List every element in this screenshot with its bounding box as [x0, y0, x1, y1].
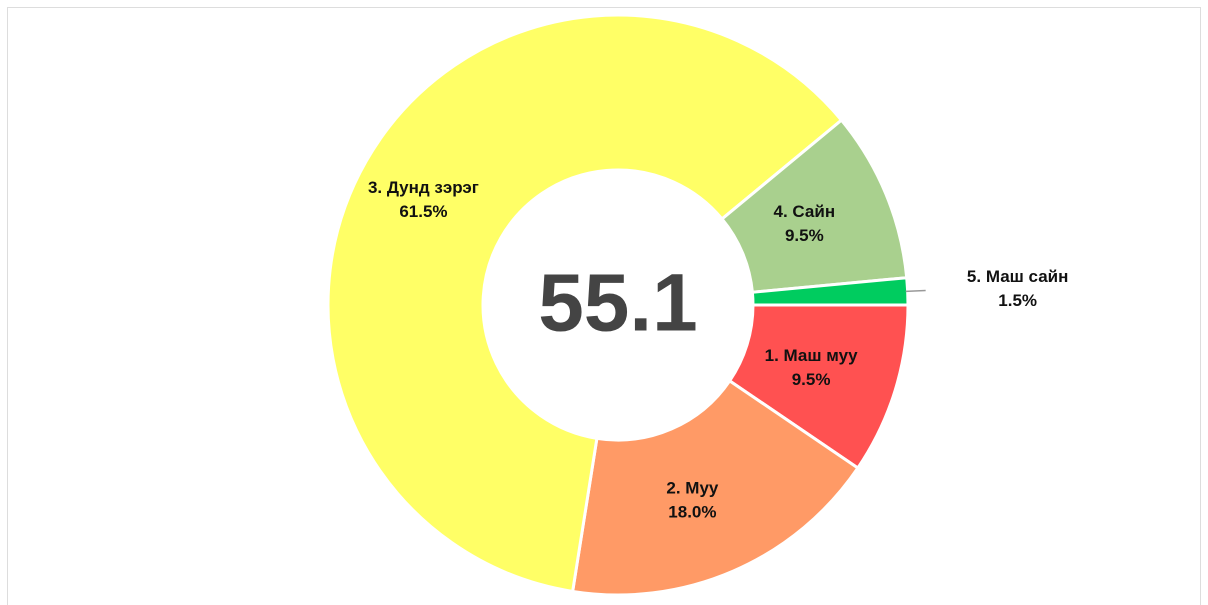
slice-label: 3. Дунд зэрэг	[368, 178, 479, 197]
slice-value-label: 9.5%	[792, 370, 831, 389]
slice	[326, 13, 844, 594]
slice-value-label: 9.5%	[785, 226, 824, 245]
slice-label: 2. Муу	[666, 479, 719, 498]
slice-label: 5. Маш сайн	[967, 267, 1068, 286]
slice	[570, 378, 860, 597]
slice-value-label: 61.5%	[399, 202, 447, 221]
slice-label: 4. Сайн	[774, 202, 836, 221]
slice	[750, 276, 910, 307]
leader-line	[905, 289, 926, 293]
slice-value-label: 18.0%	[668, 503, 716, 522]
slice-value-label: 1.5%	[998, 291, 1037, 310]
frame	[7, 7, 1201, 605]
center-value: 55.1	[538, 258, 698, 349]
slice-label: 1. Маш муу	[765, 346, 858, 365]
